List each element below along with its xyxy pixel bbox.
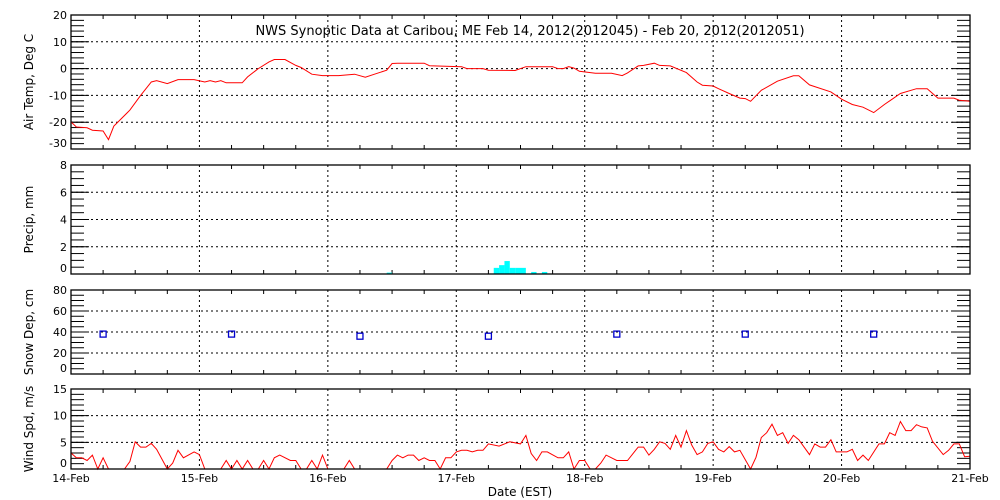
y-tick-label: 15: [53, 383, 67, 396]
snow-depth-marker: [99, 330, 107, 338]
panel-frame: [70, 164, 971, 275]
x-tick-label: 16-Feb: [309, 472, 346, 485]
y-tick-label: 20: [53, 347, 67, 360]
snow-depth-marker: [227, 330, 236, 338]
y-tick-label: 0: [60, 362, 67, 375]
y-tick-label: -30: [49, 137, 67, 150]
y-tick-label: 40: [53, 326, 67, 339]
y-tick-label: 5: [60, 436, 67, 449]
snow-depth-marker: [870, 330, 878, 338]
precip-bar: [504, 261, 510, 274]
y-axis-label: Snow Dep, cm: [22, 289, 36, 375]
panel-3: 0 5 10 15 Wind Spd, m/s 14-Feb 15-Feb 16-Feb 17-…: [22, 383, 989, 485]
panel-0: -30 -20 -10 0 10 20 Air Temp, Deg C: [22, 9, 971, 150]
y-tick-label: 60: [53, 305, 67, 318]
x-tick-label: 17-Feb: [438, 472, 475, 485]
panel-2: 0 20 40 60 80 Snow Dep, cm: [22, 284, 971, 375]
x-tick-label: 19-Feb: [694, 472, 731, 485]
panel-1: 0 2 4 6 8 Precip, mm: [22, 159, 971, 275]
x-tick-label: 20-Feb: [823, 472, 860, 485]
y-axis-label: Wind Spd, m/s: [22, 386, 36, 472]
precip-bar: [531, 271, 537, 274]
y-tick-label: 6: [60, 186, 67, 199]
data-line: [70, 420, 971, 471]
panel-frame: [70, 289, 971, 375]
y-tick-label: 8: [60, 159, 67, 172]
x-tick-label: 21-Feb: [951, 472, 988, 485]
y-tick-label: 0: [60, 63, 67, 76]
y-tick-label: 20: [53, 9, 67, 22]
y-tick-label: 2: [60, 241, 67, 254]
precip-bar: [541, 271, 548, 274]
y-axis-label: Air Temp, Deg C: [22, 34, 36, 130]
precip-bar: [499, 265, 505, 274]
y-tick-label: 80: [53, 284, 67, 297]
snow-depth-marker: [484, 332, 493, 340]
data-line: [70, 59, 971, 141]
y-tick-label: 10: [53, 410, 67, 423]
y-tick-label: 4: [60, 214, 67, 227]
precip-bar: [515, 267, 521, 274]
snow-depth-marker: [741, 330, 749, 338]
panel-frame: [70, 388, 971, 470]
precip-bar: [509, 267, 516, 274]
precip-bar: [493, 267, 500, 274]
y-tick-label: 10: [53, 36, 67, 49]
precip-bar: [520, 267, 526, 274]
y-tick-label: -20: [49, 116, 67, 129]
snow-depth-marker: [356, 332, 364, 340]
panel-frame: [70, 14, 971, 150]
x-axis-label: Date (EST): [488, 485, 552, 499]
chart-title: NWS Synoptic Data at Caribou, ME Feb 14,…: [255, 24, 804, 39]
x-tick-label: 18-Feb: [566, 472, 603, 485]
y-axis-label: Precip, mm: [22, 186, 36, 254]
y-tick-label: 0: [60, 457, 67, 470]
snow-depth-marker: [613, 330, 621, 338]
x-tick-label: 15-Feb: [181, 472, 218, 485]
precip-bar: [386, 272, 393, 274]
y-tick-label: -10: [49, 89, 67, 102]
y-tick-label: 0: [60, 262, 67, 275]
x-tick-label: 14-Feb: [52, 472, 89, 485]
